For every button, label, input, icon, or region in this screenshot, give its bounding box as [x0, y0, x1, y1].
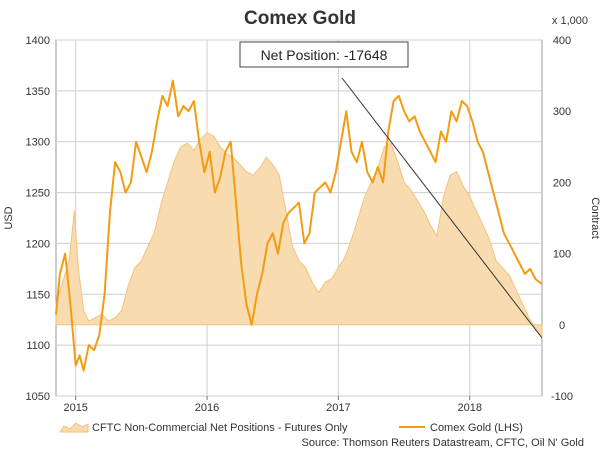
right-tick-label: 300 — [553, 106, 571, 118]
chart-title: Comex Gold — [244, 8, 356, 29]
x-tick-label: 2016 — [195, 402, 219, 414]
left-tick-label: 1050 — [26, 391, 50, 403]
left-tick-label: 1150 — [26, 289, 50, 301]
x-tick-label: 2017 — [326, 402, 350, 414]
net-position-annotation: Net Position: -17648 — [239, 41, 543, 339]
annotation-leader-line — [341, 77, 543, 339]
left-tick-label: 1300 — [26, 137, 50, 149]
left-axis-ticks: 1050 1100 1150 1200 1250 1300 1350 1400 — [26, 35, 50, 403]
left-tick-label: 1350 — [26, 86, 50, 98]
net-positions-area — [55, 131, 543, 340]
legend-label-comex-gold: Comex Gold (LHS) — [430, 422, 523, 434]
right-tick-label: -100 — [551, 391, 573, 403]
left-tick-label: 1250 — [26, 188, 50, 200]
right-tick-label: 0 — [559, 320, 565, 332]
right-tick-label: 200 — [553, 177, 571, 189]
right-axis-label: Contract — [589, 197, 600, 239]
x-tick-label: 2015 — [63, 402, 87, 414]
legend: CFTC Non-Commercial Net Positions - Futu… — [59, 422, 523, 434]
gold-price-line-layer — [55, 79, 543, 372]
right-tick-label: 400 — [553, 35, 571, 47]
x-axis-ticks: 2015 2016 2017 2018 — [63, 396, 482, 414]
legend-swatch-area — [59, 422, 89, 433]
legend-item-net-positions: CFTC Non-Commercial Net Positions - Futu… — [59, 422, 348, 434]
source-note: Source: Thomson Reuters Datastream, CFTC… — [302, 437, 585, 449]
right-axis-unit-note: x 1,000 — [552, 15, 588, 27]
left-tick-label: 1100 — [26, 340, 50, 352]
left-tick-label: 1400 — [26, 35, 50, 47]
comex-gold-line — [55, 79, 543, 372]
left-tick-label: 1200 — [26, 238, 50, 250]
right-axis-ticks: -100 0 100 200 300 400 — [551, 35, 573, 403]
annotation-box — [239, 41, 409, 68]
net-positions-area-layer — [55, 131, 543, 340]
left-axis-label: USD — [3, 206, 15, 229]
legend-label-net-positions: CFTC Non-Commercial Net Positions - Futu… — [92, 422, 348, 434]
x-tick-label: 2018 — [458, 402, 482, 414]
legend-item-comex-gold: Comex Gold (LHS) — [399, 422, 523, 434]
annotation-text: Net Position: -17648 — [261, 47, 388, 63]
right-tick-label: 100 — [553, 249, 571, 261]
